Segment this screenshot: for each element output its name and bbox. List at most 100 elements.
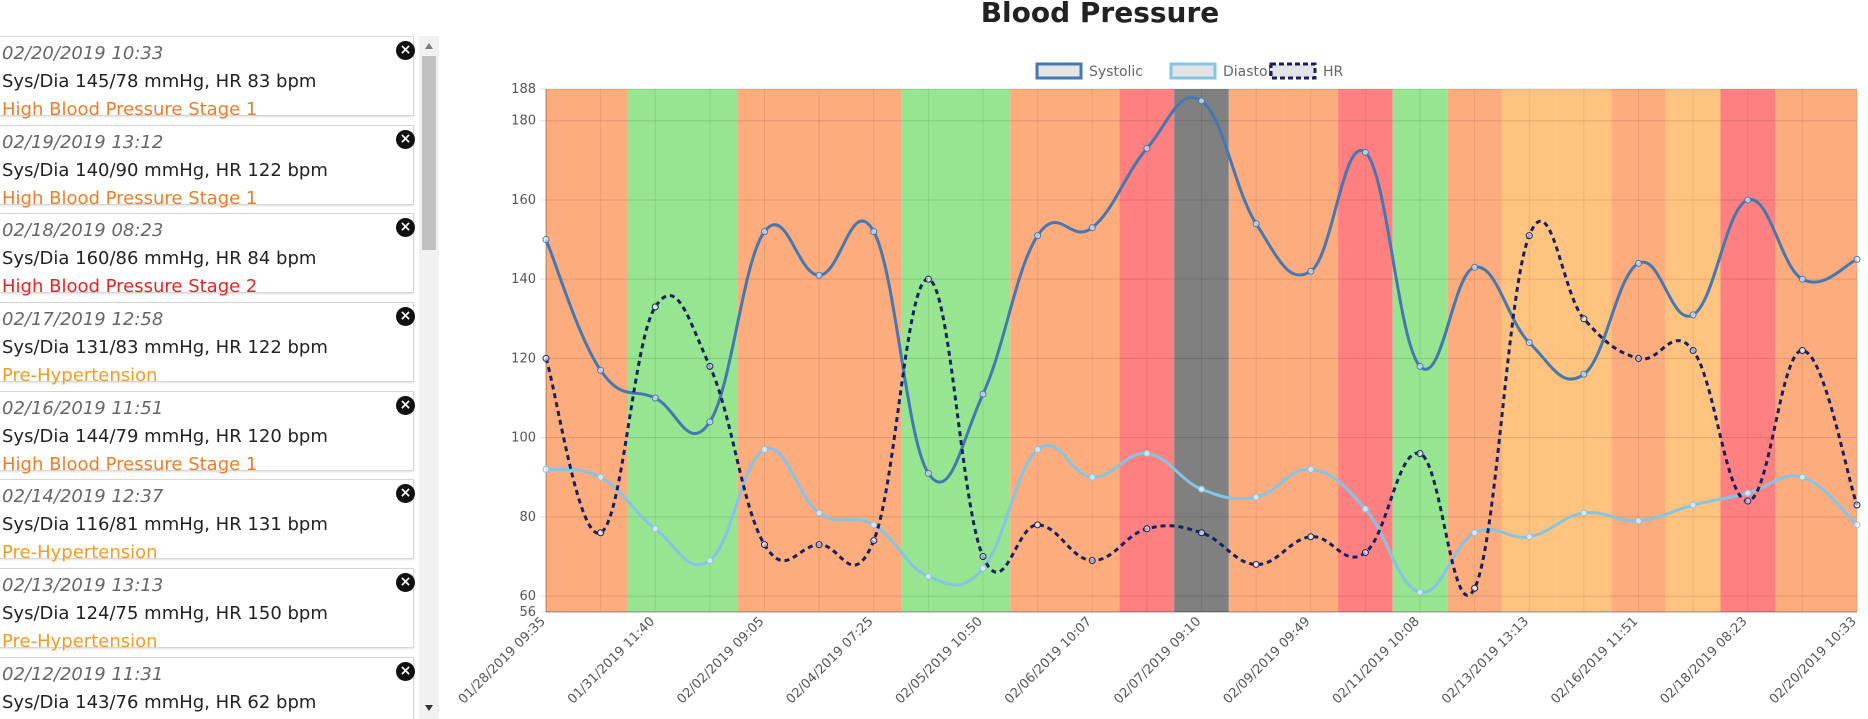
delete-reading-close-icon[interactable]: × <box>396 41 415 60</box>
reading-date: 02/14/2019 12:37 <box>2 486 164 508</box>
legend-swatch-hr <box>1269 62 1317 80</box>
scrollbar[interactable] <box>419 36 439 719</box>
reading-values: Sys/Dia 145/78 mmHg, HR 83 bpm <box>2 71 317 92</box>
reading-status: High Blood Pressure Stage 2 <box>2 276 258 298</box>
data-point <box>1088 473 1096 481</box>
x-tick-label: 02/06/2019 10:07 <box>1002 614 1095 707</box>
data-point <box>597 529 605 537</box>
data-point <box>761 228 768 236</box>
data-point <box>1252 493 1260 501</box>
data-point <box>706 556 714 564</box>
reading-card[interactable]: 02/13/2019 13:13 Sys/Dia 124/75 mmHg, HR … <box>0 568 415 652</box>
reading-date: 02/18/2019 08:23 <box>2 220 164 242</box>
delete-reading-close-icon[interactable]: × <box>396 129 415 149</box>
data-point <box>1252 560 1260 568</box>
reading-card[interactable]: 02/20/2019 10:33 Sys/Dia 145/78 mmHg, HR … <box>0 36 415 120</box>
status-band <box>1447 89 1502 612</box>
reading-card[interactable]: 02/12/2019 11:31 Sys/Dia 143/76 mmHg, HR … <box>0 656 415 719</box>
data-point <box>1088 556 1096 564</box>
data-point <box>597 366 605 374</box>
scroll-down-arrow-icon[interactable] <box>419 701 439 715</box>
data-point <box>1198 485 1205 493</box>
status-band <box>1501 89 1557 612</box>
reading-status: High Blood Pressure Stage 1 <box>2 187 258 209</box>
status-band <box>1720 89 1776 612</box>
reading-card[interactable]: 02/14/2019 12:37 Sys/Dia 116/81 mmHg, HR … <box>0 479 415 563</box>
legend-swatch-diastolic <box>1169 62 1217 80</box>
data-point <box>924 572 932 580</box>
data-point <box>1198 97 1205 105</box>
status-band <box>627 89 738 612</box>
reading-values: Sys/Dia 160/86 mmHg, HR 84 bpm <box>2 248 317 270</box>
reading-values: Sys/Dia 124/75 mmHg, HR 150 bpm <box>2 603 328 625</box>
data-point <box>924 469 932 477</box>
data-point <box>706 362 714 370</box>
data-point <box>979 564 987 572</box>
data-point <box>542 465 550 473</box>
data-point <box>1361 505 1369 513</box>
y-tick-label: 120 <box>511 351 536 366</box>
reading-status: High Blood Pressure Stage 1 <box>2 99 258 120</box>
status-band <box>1174 89 1229 612</box>
reading-status: Pre-Hypertension <box>2 542 158 564</box>
reading-date: 02/16/2019 11:51 <box>2 397 164 419</box>
readings-list: 02/20/2019 10:33 Sys/Dia 145/78 mmHg, HR … <box>0 36 415 719</box>
data-point <box>1853 255 1861 263</box>
data-point <box>706 418 714 426</box>
legend-label-hr: HR <box>1323 64 1344 80</box>
status-band <box>1611 89 1666 612</box>
data-point <box>979 390 987 398</box>
reading-date: 02/12/2019 11:31 <box>2 663 164 685</box>
reading-values: Sys/Dia 143/76 mmHg, HR 62 bpm <box>2 691 317 713</box>
x-tick-label: 02/20/2019 10:33 <box>1767 614 1860 707</box>
reading-date: 02/17/2019 12:58 <box>2 309 164 331</box>
series-hr <box>542 219 1861 597</box>
x-tick-label: 02/04/2019 07:25 <box>784 614 877 707</box>
data-point <box>1525 232 1533 240</box>
y-tick-label: 140 <box>511 272 536 287</box>
legend-swatch-systolic <box>1035 62 1083 80</box>
delete-reading-close-icon[interactable]: × <box>396 395 415 415</box>
scrollbar-thumb[interactable] <box>422 56 436 250</box>
data-point <box>1307 267 1315 275</box>
x-tick-label: 02/07/2019 09:10 <box>1111 614 1204 707</box>
data-point <box>979 553 987 561</box>
data-point <box>1307 465 1315 473</box>
data-point <box>1088 224 1096 232</box>
data-point <box>1471 529 1479 537</box>
data-point <box>1580 370 1588 378</box>
data-point <box>1744 196 1752 204</box>
background-bands <box>546 89 1857 612</box>
y-tick-label: 60 <box>519 589 536 604</box>
delete-reading-close-icon[interactable]: × <box>396 484 415 504</box>
data-point <box>1471 584 1479 592</box>
y-tick-label: 56 <box>519 605 536 620</box>
data-point <box>1635 517 1642 525</box>
data-point <box>1198 529 1205 537</box>
data-point <box>1252 220 1260 228</box>
delete-reading-close-icon[interactable]: × <box>396 573 415 593</box>
data-point <box>1853 521 1861 529</box>
y-tick-label: 80 <box>519 510 536 525</box>
delete-reading-close-icon[interactable]: × <box>396 218 415 238</box>
data-point <box>815 509 823 517</box>
reading-card[interactable]: 02/16/2019 11:51 Sys/Dia 144/79 mmHg, HR … <box>0 390 415 475</box>
delete-reading-close-icon[interactable]: × <box>396 661 415 681</box>
reading-card[interactable]: 02/19/2019 13:12 Sys/Dia 140/90 mmHg, HR … <box>0 124 415 209</box>
data-point <box>1143 525 1151 533</box>
scroll-up-arrow-icon[interactable] <box>419 40 439 54</box>
data-point <box>1143 450 1151 458</box>
legend: Systolic Diastolic HR <box>1035 62 1344 80</box>
readings-panel: 02/20/2019 10:33 Sys/Dia 145/78 mmHg, HR … <box>0 36 442 719</box>
reading-card[interactable]: 02/18/2019 08:23 Sys/Dia 160/86 mmHg, HR … <box>0 213 415 297</box>
data-point <box>1034 232 1042 240</box>
reading-status: Pre-Hypertension <box>2 631 158 653</box>
data-point <box>870 521 878 529</box>
data-point <box>1471 263 1479 271</box>
data-point <box>1416 588 1424 596</box>
delete-reading-close-icon[interactable]: × <box>396 307 415 327</box>
data-point <box>1798 347 1806 354</box>
reading-card[interactable]: 02/17/2019 12:58 Sys/Dia 131/83 mmHg, HR … <box>0 302 415 386</box>
status-band <box>1338 89 1393 612</box>
y-tick-label: 188 <box>511 82 536 97</box>
